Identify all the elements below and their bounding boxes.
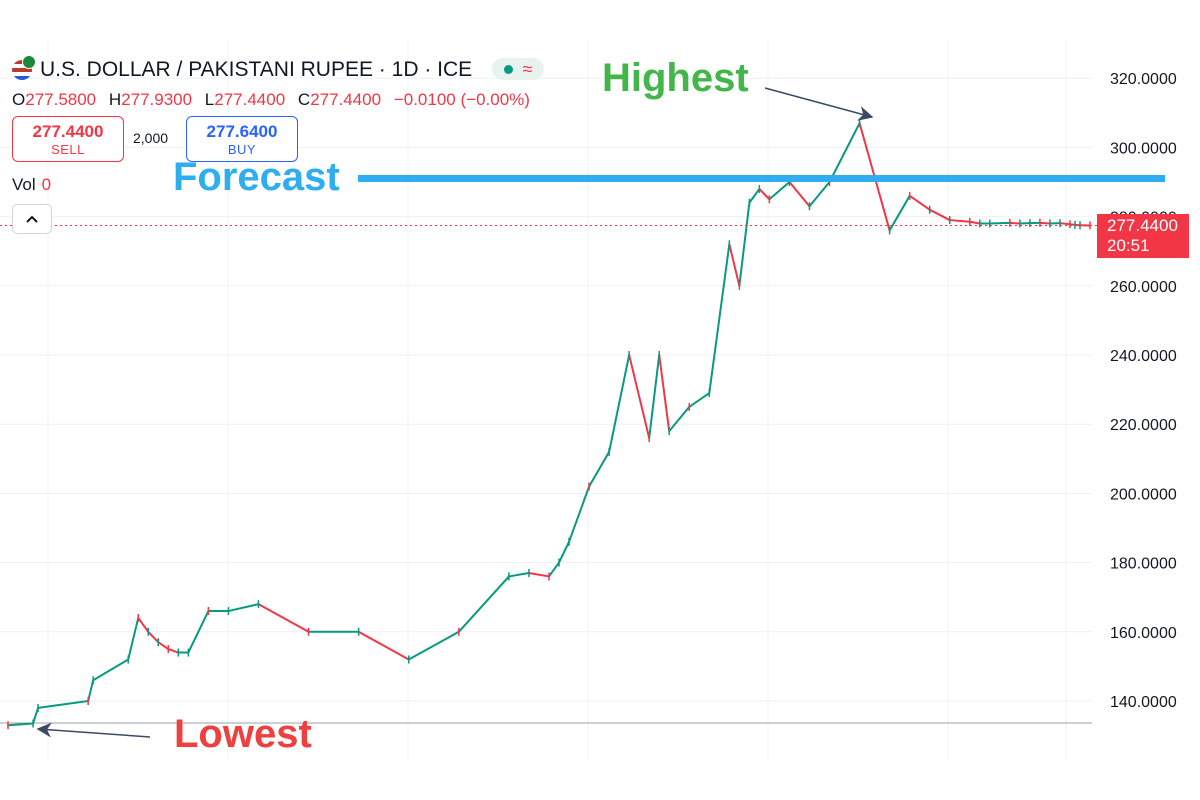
price-segment bbox=[828, 122, 861, 183]
price-segment bbox=[1038, 221, 1051, 225]
y-tick-label: 160.0000 bbox=[1110, 625, 1177, 642]
price-segment bbox=[257, 603, 310, 633]
price-segment bbox=[1058, 222, 1071, 226]
buy-price: 277.6400 bbox=[206, 121, 278, 141]
y-tick-label: 180.0000 bbox=[1110, 556, 1177, 573]
price-segment bbox=[527, 571, 550, 578]
price-segment bbox=[768, 181, 791, 201]
price-segment bbox=[558, 540, 571, 564]
price-segment bbox=[988, 221, 1011, 225]
price-segment bbox=[608, 354, 631, 453]
market-status-pill[interactable]: ≈ bbox=[492, 58, 544, 80]
price-segment bbox=[227, 603, 260, 613]
last-price-tag: 277.4400 20:51 bbox=[1097, 214, 1189, 258]
price-segment bbox=[1008, 221, 1021, 225]
highest-arrow bbox=[764, 87, 874, 121]
price-segment bbox=[788, 181, 811, 208]
price-segment bbox=[357, 630, 410, 661]
price-segment bbox=[137, 616, 150, 633]
price-segment bbox=[738, 201, 751, 287]
price-segment bbox=[92, 658, 130, 682]
price-segment bbox=[948, 219, 971, 223]
price-segment bbox=[928, 208, 951, 222]
price-segment bbox=[32, 706, 40, 725]
low-value: 277.4400 bbox=[214, 90, 286, 109]
low-label: L bbox=[204, 90, 215, 109]
price-segment bbox=[127, 616, 140, 661]
pk-flag-icon bbox=[22, 55, 36, 69]
delayed-data-icon: ≈ bbox=[522, 59, 533, 79]
y-tick-label: 140.0000 bbox=[1110, 694, 1177, 711]
price-segment bbox=[187, 610, 210, 654]
sell-label: SELL bbox=[51, 141, 85, 157]
close-value: 277.4400 bbox=[310, 90, 382, 109]
volume-readout: Vol 0 bbox=[12, 175, 51, 195]
open-value: 277.5800 bbox=[25, 90, 97, 109]
price-segment bbox=[7, 722, 35, 727]
collapse-legend-button[interactable] bbox=[12, 204, 52, 234]
price-segment bbox=[708, 243, 731, 395]
high-label: H bbox=[108, 90, 122, 109]
price-segment bbox=[808, 181, 831, 208]
high-value: 277.9300 bbox=[121, 90, 193, 109]
change-value: −0.0100 (−0.00%) bbox=[393, 90, 530, 109]
sell-price: 277.4400 bbox=[32, 121, 104, 141]
price-segment bbox=[157, 641, 170, 651]
lowest-arrow bbox=[36, 722, 151, 738]
price-segment bbox=[628, 354, 651, 440]
ohlc-readout: O277.5800 H277.9300 L277.4400 C277.4400 … bbox=[12, 90, 538, 110]
annotation-lowest: Lowest bbox=[174, 712, 312, 756]
y-tick-label: 240.0000 bbox=[1110, 348, 1177, 365]
price-segment bbox=[758, 187, 771, 201]
volume-value: 0 bbox=[41, 175, 52, 194]
market-open-icon bbox=[503, 64, 513, 74]
price-segment bbox=[688, 392, 711, 408]
price-segment bbox=[588, 450, 611, 488]
price-segment bbox=[167, 648, 180, 654]
price-segment bbox=[648, 354, 661, 440]
price-segment bbox=[668, 405, 691, 433]
price-segment bbox=[147, 630, 160, 644]
price-segment bbox=[748, 187, 761, 204]
price-segment bbox=[908, 194, 931, 211]
y-tick-label: 220.0000 bbox=[1110, 417, 1177, 434]
price-segment bbox=[658, 354, 671, 433]
open-label: O bbox=[12, 90, 26, 109]
price-segment bbox=[568, 485, 591, 543]
y-tick-label: 320.0000 bbox=[1110, 71, 1177, 88]
annotation-highest: Highest bbox=[602, 56, 749, 100]
buy-label: BUY bbox=[227, 141, 257, 157]
annotation-forecast: Forecast bbox=[173, 155, 340, 199]
price-segment bbox=[728, 243, 741, 287]
order-quantity[interactable]: 2,000 bbox=[133, 130, 169, 146]
price-segment bbox=[888, 194, 911, 232]
price-segment bbox=[968, 220, 981, 225]
close-label: C bbox=[297, 90, 311, 109]
bar-countdown: 20:51 bbox=[1107, 236, 1150, 255]
price-segment bbox=[87, 679, 95, 702]
price-segment bbox=[37, 700, 90, 709]
price-segment bbox=[507, 571, 530, 578]
price-segment bbox=[457, 575, 510, 633]
price-segment bbox=[407, 630, 460, 661]
y-tick-label: 300.0000 bbox=[1110, 140, 1177, 157]
y-tick-label: 260.0000 bbox=[1110, 279, 1177, 296]
last-price-value: 277.4400 bbox=[1107, 216, 1178, 235]
buy-button[interactable]: 277.6400 BUY bbox=[186, 116, 298, 162]
sell-button[interactable]: 277.4400 SELL bbox=[12, 116, 124, 162]
y-tick-label: 200.0000 bbox=[1110, 486, 1177, 503]
symbol-title[interactable]: U.S. DOLLAR / PAKISTANI RUPEE · 1D · ICE bbox=[40, 58, 473, 81]
volume-label: Vol bbox=[12, 175, 36, 194]
chevron-up-icon bbox=[26, 215, 38, 223]
price-segment bbox=[548, 561, 561, 578]
